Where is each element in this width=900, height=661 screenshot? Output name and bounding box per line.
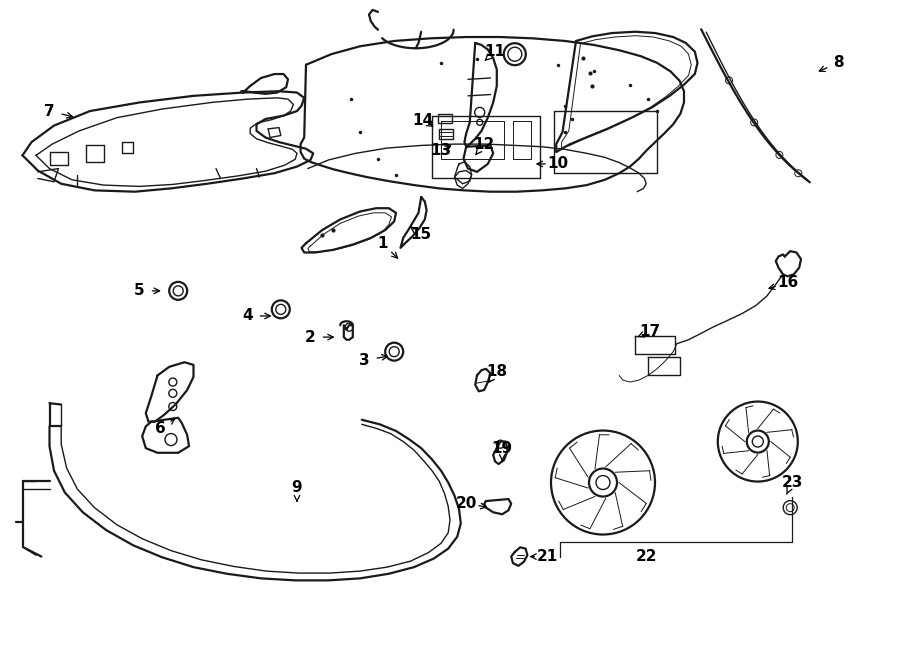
Text: 23: 23 [781, 475, 803, 490]
Text: 1: 1 [377, 236, 388, 251]
Text: 3: 3 [359, 353, 370, 368]
Text: 7: 7 [44, 104, 55, 118]
Text: 18: 18 [486, 364, 508, 379]
Circle shape [385, 342, 403, 361]
Text: 11: 11 [484, 44, 506, 59]
Circle shape [169, 282, 187, 300]
Text: 10: 10 [547, 157, 569, 171]
Text: 6: 6 [155, 421, 166, 436]
Text: 19: 19 [491, 441, 513, 455]
Text: 21: 21 [536, 549, 558, 564]
Text: 13: 13 [430, 143, 452, 158]
Text: 5: 5 [134, 284, 145, 298]
Circle shape [504, 43, 526, 65]
Text: 4: 4 [242, 309, 253, 323]
Text: 12: 12 [473, 137, 495, 151]
Text: 16: 16 [777, 276, 798, 290]
Text: 8: 8 [833, 56, 844, 70]
Text: 2: 2 [305, 330, 316, 344]
Circle shape [783, 500, 797, 515]
Text: 22: 22 [635, 549, 657, 564]
Text: 15: 15 [410, 227, 432, 242]
Text: 17: 17 [639, 325, 661, 339]
Circle shape [272, 300, 290, 319]
Text: 14: 14 [412, 113, 434, 128]
Text: 20: 20 [455, 496, 477, 511]
Text: 9: 9 [292, 481, 302, 495]
